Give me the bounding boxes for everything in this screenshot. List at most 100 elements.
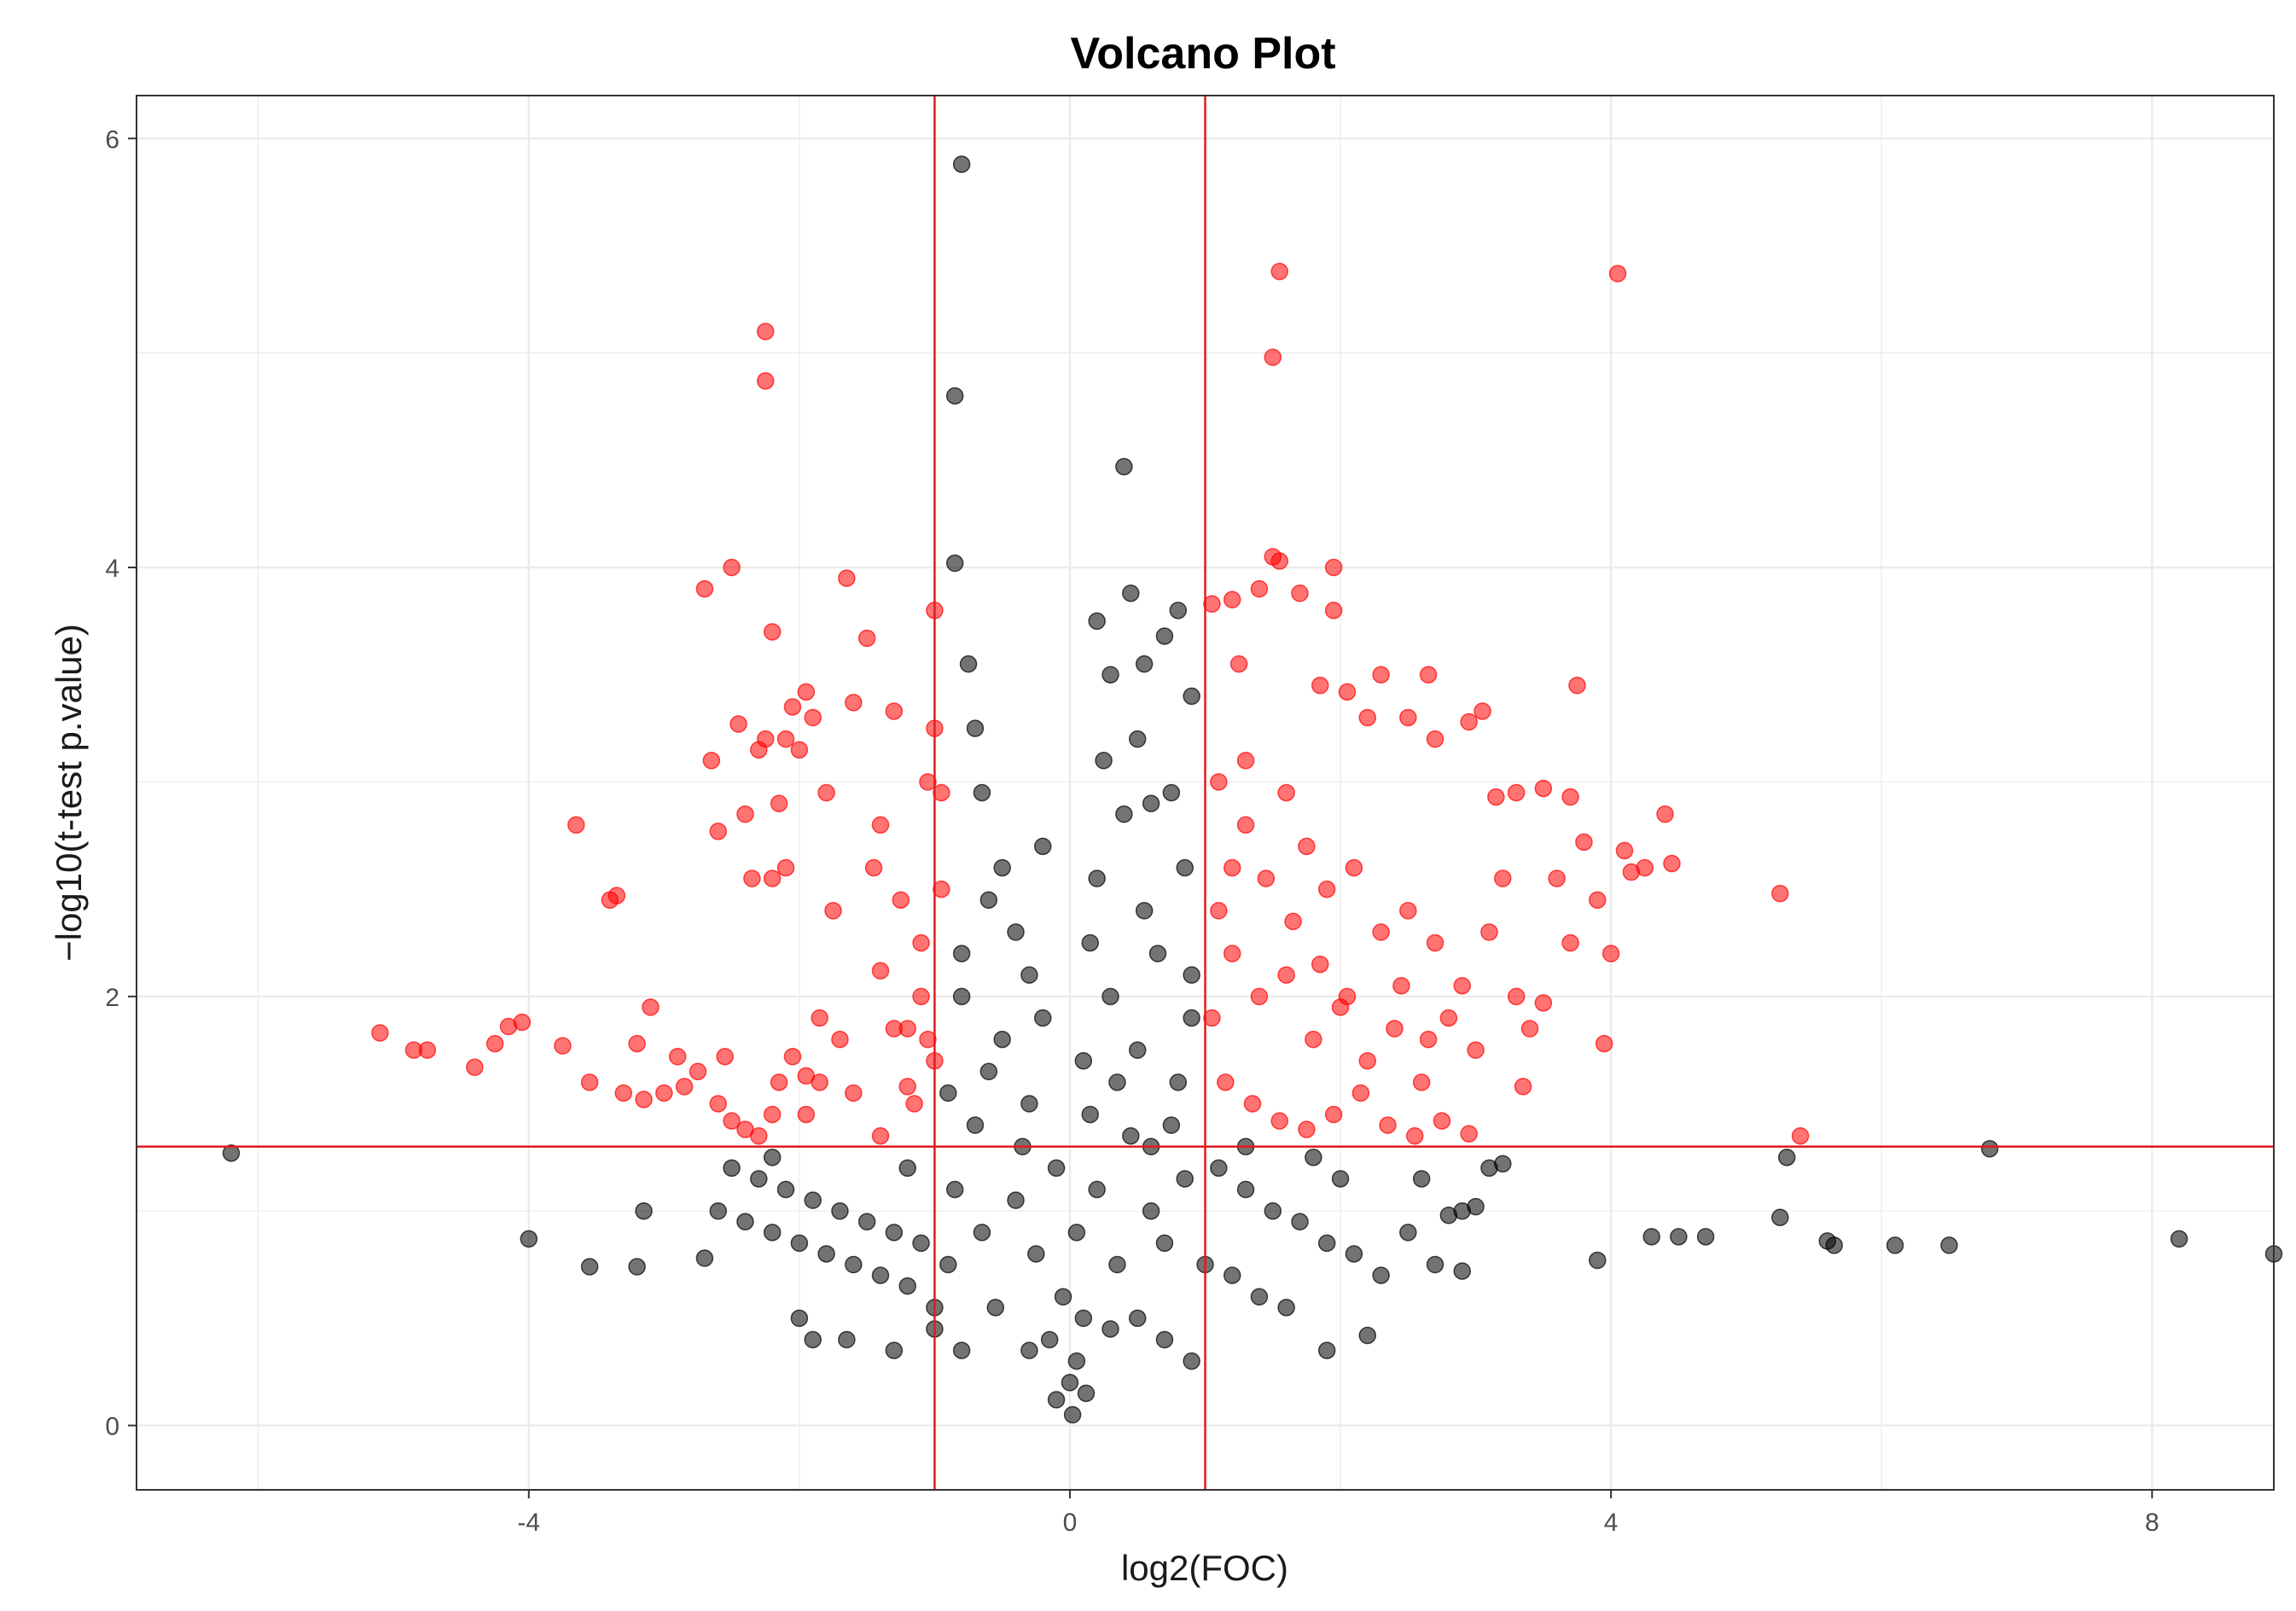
data-point: [1277, 1299, 1295, 1317]
data-point: [1027, 1245, 1045, 1263]
data-point: [1176, 1170, 1194, 1188]
data-point: [783, 1047, 802, 1066]
data-point: [1210, 1159, 1228, 1178]
data-point: [1534, 779, 1553, 798]
data-point: [1128, 1309, 1147, 1328]
data-point: [763, 623, 782, 641]
data-point: [933, 880, 950, 899]
data-point: [763, 1105, 782, 1124]
data-point: [1426, 1255, 1444, 1274]
data-point: [1020, 966, 1038, 984]
data-point: [642, 998, 660, 1016]
data-point: [1095, 752, 1113, 770]
data-point: [993, 858, 1011, 877]
data-point: [1426, 933, 1444, 952]
data-point: [1940, 1236, 1958, 1254]
data-point: [1433, 1112, 1451, 1130]
data-point: [817, 783, 835, 802]
data-point: [1405, 1126, 1424, 1145]
data-point: [824, 902, 842, 920]
data-point: [1067, 1352, 1086, 1370]
data-point: [804, 708, 822, 727]
data-point: [1426, 730, 1444, 748]
data-point: [1615, 841, 1634, 860]
data-point: [723, 558, 741, 577]
data-point: [1608, 265, 1627, 282]
data-point: [1331, 1170, 1350, 1188]
x-axis-ticks: -4 0 4 8: [517, 1490, 2159, 1537]
data-point: [838, 569, 856, 587]
data-point: [1520, 1020, 1539, 1038]
data-point: [1453, 976, 1471, 995]
data-point: [952, 155, 971, 173]
data-point: [702, 752, 721, 770]
data-point: [1372, 1266, 1390, 1284]
data-point: [1601, 945, 1620, 963]
data-point: [729, 715, 747, 733]
data-point: [763, 869, 782, 887]
data-points: [222, 155, 2283, 1424]
data-point: [1047, 1159, 1066, 1178]
data-point: [1439, 1009, 1458, 1027]
data-point: [1696, 1228, 1715, 1246]
data-point: [1771, 1208, 1789, 1226]
data-point: [1338, 987, 1357, 1006]
data-point: [756, 372, 775, 390]
data-point: [912, 1234, 930, 1253]
data-point: [1372, 923, 1390, 941]
data-point: [1203, 595, 1221, 614]
data-point: [1494, 1154, 1512, 1173]
data-point: [1467, 1197, 1485, 1216]
data-point: [885, 702, 904, 720]
data-point: [709, 1201, 727, 1220]
data-point: [1270, 262, 1288, 281]
data-point: [966, 719, 985, 737]
data-point: [804, 1330, 822, 1349]
data-point: [675, 1078, 694, 1096]
data-point: [1670, 1228, 1688, 1246]
data-point: [959, 654, 978, 673]
data-point: [871, 816, 890, 834]
data-point: [790, 1234, 809, 1253]
data-point: [973, 1224, 991, 1242]
data-point: [554, 1037, 572, 1055]
data-point: [1419, 1030, 1438, 1049]
data-point: [838, 1330, 856, 1349]
data-point: [1250, 579, 1269, 598]
data-point: [1372, 666, 1390, 683]
data-point: [635, 1201, 653, 1220]
data-point: [1886, 1236, 1904, 1254]
data-point: [1250, 1288, 1269, 1306]
data-point: [1077, 1384, 1096, 1403]
data-point: [1101, 666, 1119, 683]
data-point: [939, 1084, 957, 1102]
data-point: [580, 1258, 599, 1276]
data-point: [1210, 902, 1228, 920]
data-point: [1345, 858, 1363, 877]
data-point: [979, 891, 998, 909]
data-point: [485, 1034, 504, 1053]
data-point: [1236, 1180, 1255, 1199]
data-point: [1264, 1201, 1282, 1220]
data-point: [1183, 966, 1200, 984]
data-point: [1351, 1084, 1370, 1102]
data-point: [1589, 1251, 1607, 1270]
data-point: [1534, 994, 1553, 1012]
data-point: [1236, 816, 1255, 834]
data-point: [1317, 1234, 1336, 1253]
data-point: [513, 1013, 532, 1032]
data-point: [1101, 987, 1119, 1006]
data-point: [695, 1249, 714, 1267]
data-point: [871, 962, 890, 980]
data-point: [1122, 584, 1140, 602]
data-point: [857, 1213, 876, 1231]
data-point: [885, 1341, 904, 1359]
data-point: [952, 1341, 971, 1359]
data-point: [804, 1191, 822, 1209]
data-point: [790, 741, 809, 759]
data-point: [892, 891, 910, 909]
data-point: [1474, 702, 1491, 720]
data-point: [905, 1095, 923, 1113]
data-point: [776, 1180, 795, 1199]
data-point: [1636, 858, 1654, 877]
